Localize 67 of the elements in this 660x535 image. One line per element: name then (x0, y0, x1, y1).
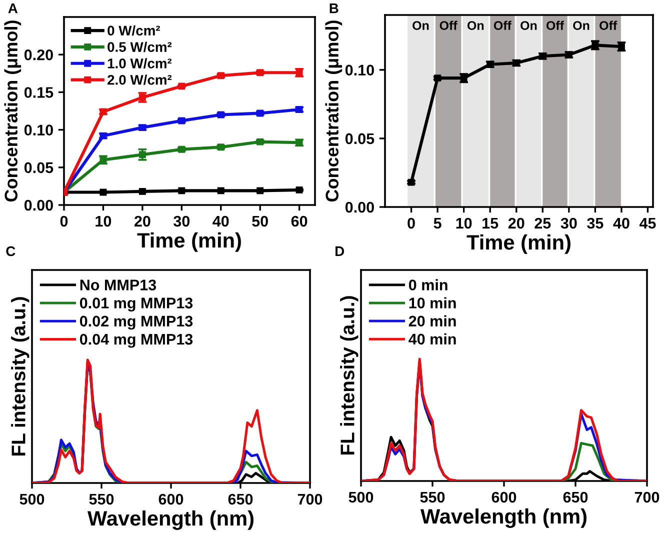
y-tick-label: 0.05 (345, 133, 374, 144)
band-label: On (467, 21, 484, 30)
legend-label: 20 min (408, 315, 456, 327)
x-tick-label: 10 (456, 218, 472, 229)
legend-label: 0.04 mg MMP13 (80, 334, 193, 348)
y-tick-label: 0.10 (345, 64, 374, 76)
x-tick-label: 35 (587, 218, 604, 229)
legend-label: 0.5 W/cm² (108, 42, 172, 52)
x-tick-label: 45 (639, 218, 656, 229)
x-tick-label: 5 (434, 218, 442, 229)
legend-label: 10 min (409, 297, 456, 308)
x-tick-label: 20 (134, 216, 150, 227)
x-tick-label: 500 (348, 492, 374, 503)
y-tick-label: 0.20 (24, 49, 53, 60)
legend-label: 0 W/cm² (108, 25, 160, 36)
chart-title: D (336, 246, 344, 256)
y-tick-label: 0.00 (24, 200, 53, 211)
y-axis-title: Concentration (μmol) (325, 20, 342, 202)
x-tick-label: 25 (534, 218, 551, 229)
x-tick-label: 550 (89, 494, 114, 505)
chart-title: B (330, 4, 338, 14)
y-axis-title: FL intensity (a.u.) (340, 296, 358, 454)
x-tick-label: 15 (482, 218, 498, 229)
x-tick-label: 500 (20, 494, 44, 505)
x-axis-title: Wavelength (nm) (420, 508, 586, 528)
y-tick-label: 0.10 (24, 124, 53, 136)
x-tick-label: 0 (60, 216, 68, 227)
x-tick-label: 700 (634, 492, 660, 503)
x-tick-label: 10 (96, 216, 112, 227)
legend-label: 0.01 mg MMP13 (80, 298, 193, 312)
x-tick-label: 40 (212, 216, 229, 227)
x-tick-label: 550 (420, 492, 445, 503)
band-label: Off (546, 20, 564, 30)
x-tick-label: 50 (252, 216, 268, 227)
band-label: Off (600, 20, 618, 30)
legend-label: 1.0 W/cm² (108, 58, 172, 69)
x-tick-label: 20 (508, 218, 524, 229)
legend-label: 0 min (408, 279, 448, 290)
y-tick-label: 0.05 (24, 162, 54, 174)
x-axis-title: Time (min) (466, 234, 570, 254)
x-tick-label: 650 (563, 492, 588, 503)
y-axis-title: Concentration (μmol) (4, 20, 22, 202)
band-label: Off (494, 20, 512, 30)
x-tick-label: 60 (291, 216, 308, 227)
x-tick-label: 30 (174, 216, 190, 227)
x-tick-label: 600 (492, 492, 516, 503)
x-tick-label: 0 (408, 218, 415, 229)
legend-label: 40 min (408, 333, 456, 345)
band-label: On (573, 21, 590, 30)
chart-title: C (6, 246, 16, 256)
x-axis-title: Wavelength (nm) (88, 510, 254, 530)
x-tick-label: 600 (158, 494, 184, 505)
band-label: Off (440, 20, 458, 30)
legend-label: No MMP13 (80, 280, 156, 290)
y-tick-label: 0.15 (24, 87, 54, 98)
y-tick-label: 0.00 (345, 202, 374, 213)
band-label: On (520, 21, 537, 30)
legend-label: 0.02 mg MMP13 (80, 316, 193, 330)
legend-label: 2.0 W/cm² (108, 74, 172, 85)
chart-title: A (8, 4, 18, 14)
x-axis-title: Time (min) (137, 232, 241, 252)
band-label: On (412, 21, 429, 30)
x-tick-label: 40 (613, 218, 630, 229)
y-axis-title: FL intensity (a.u.) (11, 297, 30, 456)
x-tick-label: 700 (298, 494, 322, 505)
x-tick-label: 30 (560, 218, 577, 229)
x-tick-label: 650 (228, 494, 253, 505)
